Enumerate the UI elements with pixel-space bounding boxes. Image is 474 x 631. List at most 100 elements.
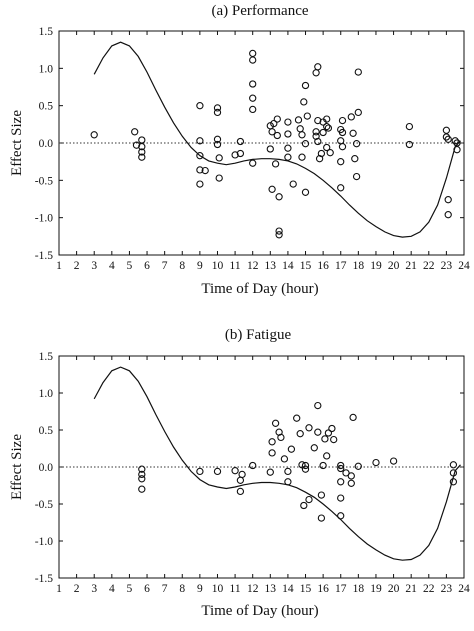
data-point <box>249 159 257 167</box>
y-tick-label: 0.0 <box>39 462 54 474</box>
y-tick-label: 1.0 <box>39 388 54 400</box>
data-point <box>231 467 239 475</box>
x-tick-label: 5 <box>127 583 133 595</box>
x-tick-label: 21 <box>405 260 417 272</box>
x-tick-label: 18 <box>353 260 365 272</box>
x-tick-label: 24 <box>458 583 470 595</box>
data-point <box>236 137 245 146</box>
data-point <box>213 467 222 476</box>
x-tick-label: 23 <box>441 260 453 272</box>
x-tick-label: 21 <box>405 583 417 595</box>
x-axis-label: Time of Day (hour) <box>201 281 318 297</box>
data-point <box>354 462 362 470</box>
data-point <box>284 118 292 126</box>
data-point <box>131 128 139 136</box>
data-point <box>314 428 322 436</box>
x-tick-label: 7 <box>162 260 168 272</box>
data-point <box>138 465 146 473</box>
data-point <box>275 227 283 235</box>
trend-curve <box>93 41 461 238</box>
data-point <box>305 495 313 504</box>
data-point <box>284 153 292 161</box>
data-point <box>138 148 146 156</box>
x-tick-label: 12 <box>247 260 259 272</box>
data-point <box>444 135 452 143</box>
chart-title: (a) Performance <box>211 3 308 19</box>
y-tick-labels: 1.5 1.0 0.5 0.0 -0.5 -1.0 -1.5 <box>35 26 53 262</box>
y-tick-labels: 1.5 1.0 0.5 0.0 -0.5 -1.0 -1.5 <box>35 351 53 585</box>
tick-marks <box>58 30 465 256</box>
data-point <box>319 128 327 137</box>
data-point <box>312 128 320 136</box>
y-tick-label: 0.5 <box>39 425 54 437</box>
data-point <box>352 140 361 148</box>
data-point <box>321 435 329 443</box>
x-tick-label: 3 <box>91 260 97 272</box>
data-point <box>138 475 146 483</box>
x-tick-label: 2 <box>74 260 80 272</box>
data-point <box>303 112 311 120</box>
data-point <box>301 81 310 90</box>
data-point <box>328 424 336 433</box>
data-point <box>314 401 322 410</box>
y-tick-label: -1.5 <box>35 573 53 585</box>
data-point <box>284 478 292 486</box>
fatigue-chart: (b) Fatigue 1 2 3 4 5 6 7 8 9 10 11 12 13 14 15 16 17 18 1… <box>9 327 470 619</box>
data-point <box>296 125 304 133</box>
data-point <box>277 433 285 442</box>
data-point <box>215 174 223 182</box>
x-tick-label: 14 <box>282 583 294 595</box>
y-tick-label: -0.5 <box>35 499 53 511</box>
data-point <box>444 196 452 204</box>
x-tick-label: 13 <box>265 583 277 595</box>
data-point <box>213 108 222 117</box>
data-point <box>268 438 276 446</box>
x-tick-label: 1 <box>56 260 62 272</box>
data-point <box>300 501 308 510</box>
x-tick-label: 16 <box>317 260 329 272</box>
data-point <box>296 430 304 438</box>
data-point <box>271 160 280 168</box>
x-tick-label: 11 <box>230 260 241 272</box>
data-point <box>238 470 246 479</box>
y-tick-label: 0.0 <box>39 138 54 150</box>
data-point <box>310 444 318 452</box>
data-point <box>138 143 146 151</box>
data-point <box>294 116 303 124</box>
x-tick-label: 17 <box>335 583 347 595</box>
data-point <box>337 512 345 520</box>
data-point <box>298 153 306 161</box>
data-point <box>236 149 245 158</box>
data-point <box>301 461 310 470</box>
data-point <box>215 154 223 162</box>
x-tick-label: 6 <box>144 260 150 272</box>
y-tick-label: 1.5 <box>39 26 54 38</box>
data-point <box>138 485 146 493</box>
x-tick-label: 13 <box>265 260 277 272</box>
x-tick-label: 12 <box>247 583 259 595</box>
data-point <box>284 467 292 476</box>
y-tick-label: 1.5 <box>39 351 54 363</box>
data-point <box>268 185 276 193</box>
data-point <box>273 115 281 123</box>
x-tick-label: 8 <box>179 260 185 272</box>
data-points <box>90 49 461 239</box>
x-tick-label: 18 <box>353 583 365 595</box>
x-tick-label: 4 <box>109 583 115 595</box>
data-point <box>337 137 345 145</box>
data-point <box>337 184 345 192</box>
x-tick-label: 17 <box>335 260 347 272</box>
data-point <box>249 49 257 58</box>
data-point <box>442 133 451 141</box>
data-point <box>271 419 280 427</box>
data-point <box>196 166 204 174</box>
data-point <box>324 429 333 437</box>
data-point <box>444 211 452 219</box>
data-point <box>326 149 334 157</box>
x-tick-labels: 1 2 3 4 5 6 7 8 9 10 11 12 13 14 15 16 17 18 19 20 21 22 23 24 <box>56 583 470 595</box>
y-tick-label: 1.0 <box>39 63 54 75</box>
data-point <box>287 445 296 453</box>
data-point <box>213 135 222 143</box>
data-point <box>298 461 306 469</box>
x-tick-label: 22 <box>423 260 435 272</box>
